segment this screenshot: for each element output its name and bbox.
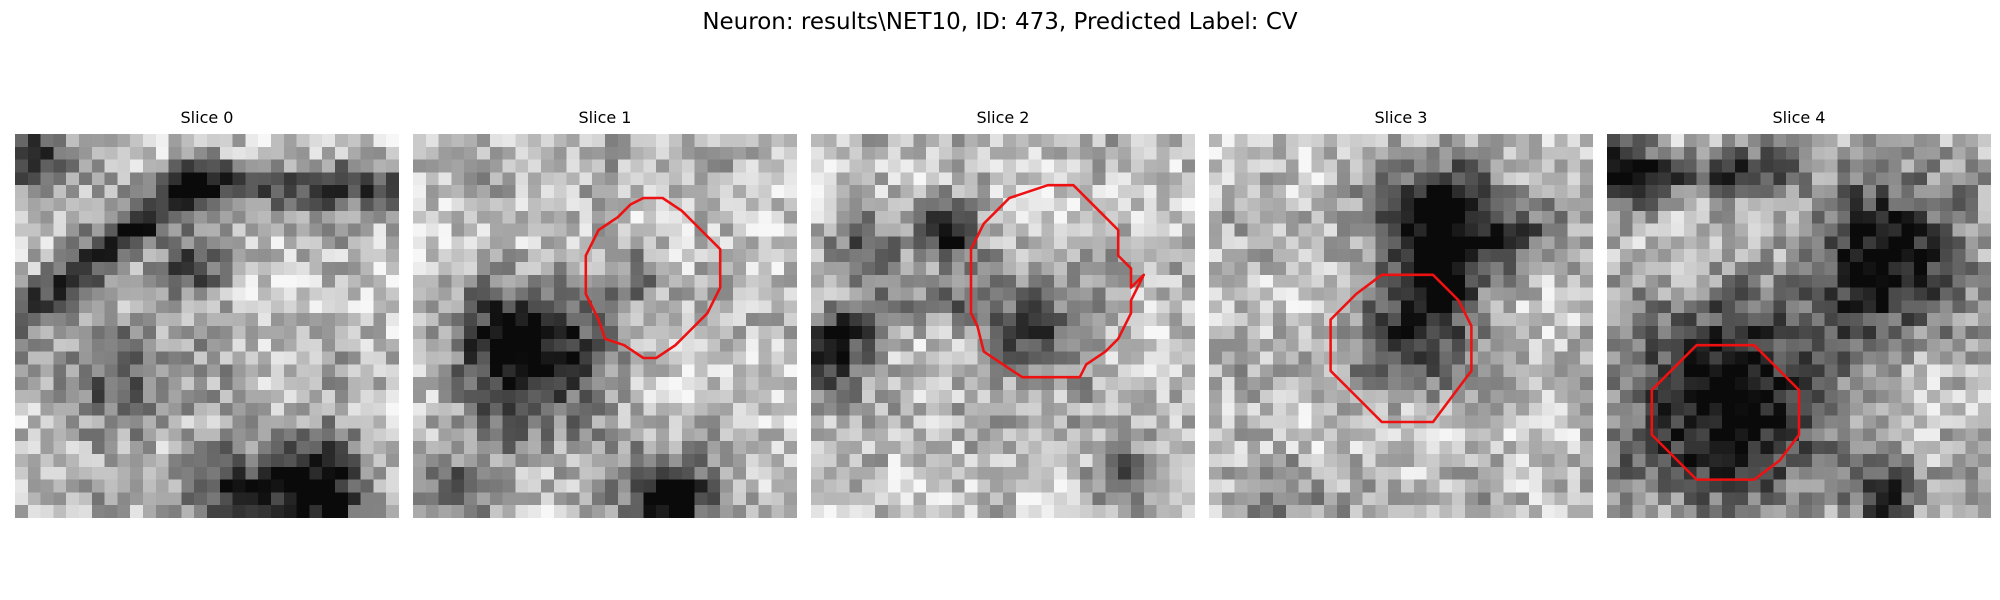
pixel-grid [1209,134,1593,518]
pixel-grid [1607,134,1991,518]
slice-1-title: Slice 1 [578,108,632,127]
pixel-grid [413,134,797,518]
pixel-grid [811,134,1195,518]
slice-1-image [413,134,797,518]
cell-contour [584,196,722,360]
slice-panel-4: Slice 4 [1607,108,1991,518]
cell-contour [1650,343,1801,481]
slice-panel-1: Slice 1 [413,108,797,518]
slice-panel-3: Slice 3 [1209,108,1593,518]
slice-panel-0: Slice 0 [15,108,399,518]
slice-3-image [1209,134,1593,518]
figure-title: Neuron: results\NET10, ID: 473, Predicte… [702,9,1298,35]
slice-0-image [15,134,399,518]
cell-contour [969,183,1146,379]
slice-2-title: Slice 2 [976,108,1030,127]
slice-3-title: Slice 3 [1374,108,1428,127]
cell-contour [1329,273,1473,424]
slice-0-title: Slice 0 [180,108,234,127]
pixel-grid [15,134,399,518]
slice-4-title: Slice 4 [1772,108,1826,127]
slice-panel-2: Slice 2 [811,108,1195,518]
slice-2-image [811,134,1195,518]
slice-4-image [1607,134,1991,518]
